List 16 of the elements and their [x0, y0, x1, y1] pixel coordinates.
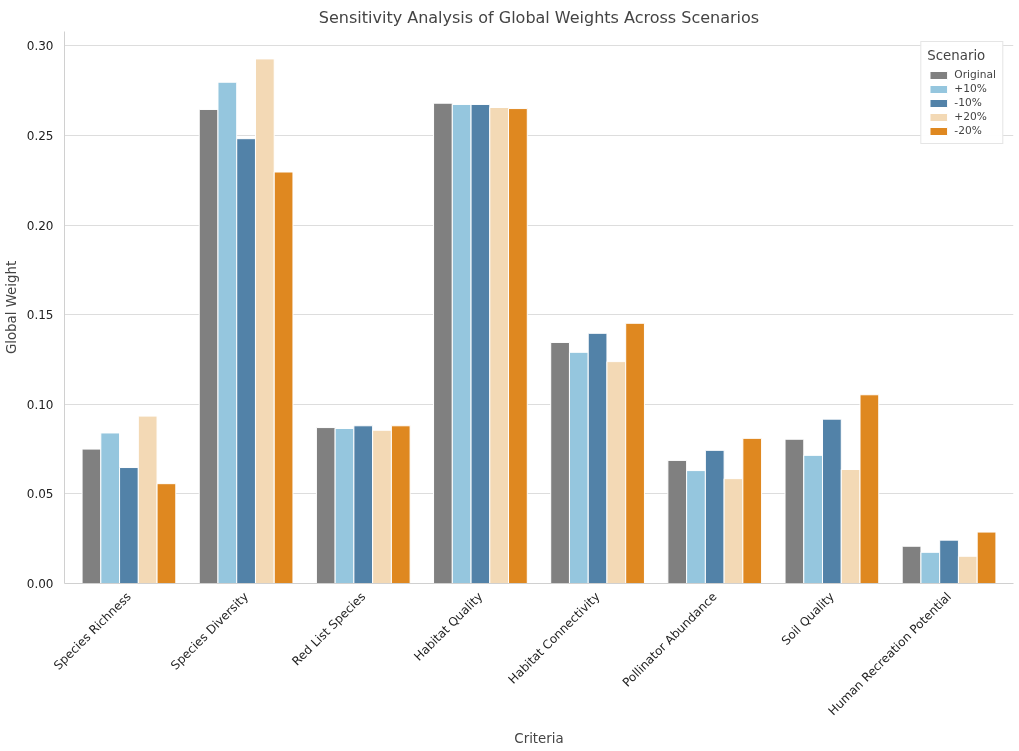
y-tick-label: 0.05: [26, 487, 54, 502]
y-tick-label: 0.15: [26, 308, 54, 323]
legend-label: +20%: [954, 110, 987, 123]
legend-label: Original: [954, 68, 996, 81]
x-axis-title: Criteria: [514, 730, 564, 746]
y-tick-label: 0.25: [26, 128, 54, 143]
chart-title: Sensitivity Analysis of Global Weights Across Scenarios: [318, 7, 760, 27]
y-tick-label: 0.20: [26, 218, 54, 233]
legend-label: -10%: [954, 96, 982, 109]
y-tick-label: 0.00: [26, 577, 54, 591]
y-tick-label: 0.10: [26, 397, 54, 412]
legend-title: Scenario: [927, 48, 987, 63]
legend-label: +10%: [954, 82, 987, 95]
y-axis-title: Global Weight: [3, 260, 19, 355]
legend-label: -20%: [954, 124, 982, 137]
y-tick-label: 0.30: [26, 39, 54, 54]
